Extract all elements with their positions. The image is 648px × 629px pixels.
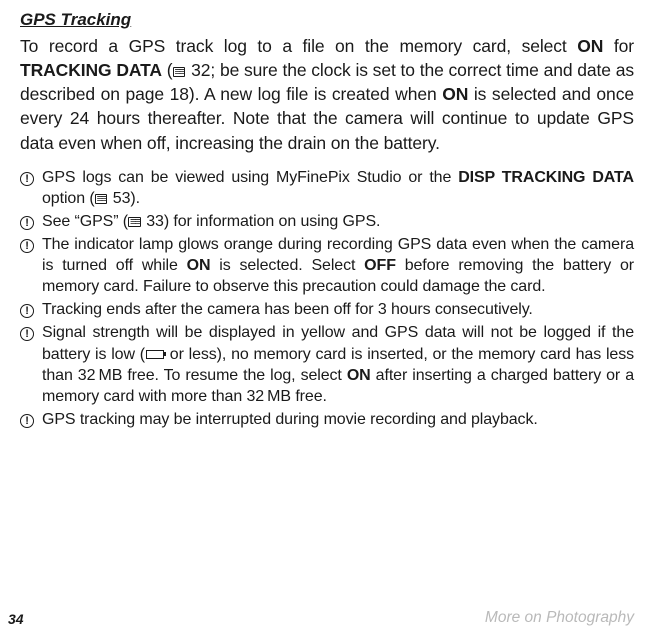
- list-item-text: GPS tracking may be interrupted during m…: [42, 409, 634, 430]
- list-item-text: Tracking ends after the camera has been …: [42, 299, 634, 320]
- section-title-text: GPS Tracking: [20, 10, 131, 29]
- text: GPS tracking may be interrupted during m…: [42, 411, 538, 428]
- bold-text: OFF: [364, 257, 396, 274]
- list-item-text: Signal strength will be displayed in yel…: [42, 322, 634, 406]
- list-item: !Signal strength will be displayed in ye…: [20, 322, 634, 406]
- page-footer: 34 More on Photography: [0, 605, 648, 627]
- caution-icon: !: [20, 299, 42, 320]
- intro-b: for: [603, 36, 634, 56]
- page-ref-icon: [95, 194, 108, 204]
- page-number: 34: [8, 611, 24, 627]
- list-item: !The indicator lamp glows orange during …: [20, 234, 634, 297]
- list-item-text: GPS logs can be viewed using MyFinePix S…: [42, 167, 634, 209]
- bold-text: DISP TRACKING DATA: [458, 169, 634, 186]
- footer-section-label: More on Photography: [485, 609, 634, 627]
- list-item: !GPS tracking may be interrupted during …: [20, 409, 634, 430]
- intro-tracking-data: TRACKING DATA: [20, 60, 162, 80]
- notes-list: !GPS logs can be viewed using MyFinePix …: [20, 167, 634, 430]
- list-item: !GPS logs can be viewed using MyFinePix …: [20, 167, 634, 209]
- text: is selected. Select: [210, 257, 364, 274]
- intro-c: (: [162, 60, 173, 80]
- intro-paragraph: To record a GPS track log to a file on t…: [20, 34, 634, 155]
- section-title: GPS Tracking: [20, 10, 634, 30]
- list-item-text: See “GPS” ( 33) for information on using…: [42, 211, 634, 232]
- intro-on1: ON: [577, 36, 603, 56]
- text: See “GPS” (: [42, 213, 128, 230]
- text: 53).: [108, 190, 140, 207]
- text: 33) for information on using GPS.: [142, 213, 381, 230]
- text: Tracking ends after the camera has been …: [42, 301, 533, 318]
- intro-a: To record a GPS track log to a file on t…: [20, 36, 577, 56]
- battery-icon: [146, 350, 164, 359]
- caution-icon: !: [20, 211, 42, 232]
- list-item-text: The indicator lamp glows orange during r…: [42, 234, 634, 297]
- intro-on2: ON: [442, 84, 468, 104]
- page-ref-icon: [173, 67, 186, 77]
- bold-text: ON: [347, 367, 371, 384]
- page-ref-icon: [128, 217, 141, 227]
- caution-icon: !: [20, 167, 42, 209]
- list-item: !See “GPS” ( 33) for information on usin…: [20, 211, 634, 232]
- bold-text: ON: [187, 257, 211, 274]
- caution-icon: !: [20, 234, 42, 297]
- list-item: !Tracking ends after the camera has been…: [20, 299, 634, 320]
- caution-icon: !: [20, 322, 42, 406]
- text: option (: [42, 190, 95, 207]
- caution-icon: !: [20, 409, 42, 430]
- text: GPS logs can be viewed using MyFinePix S…: [42, 169, 458, 186]
